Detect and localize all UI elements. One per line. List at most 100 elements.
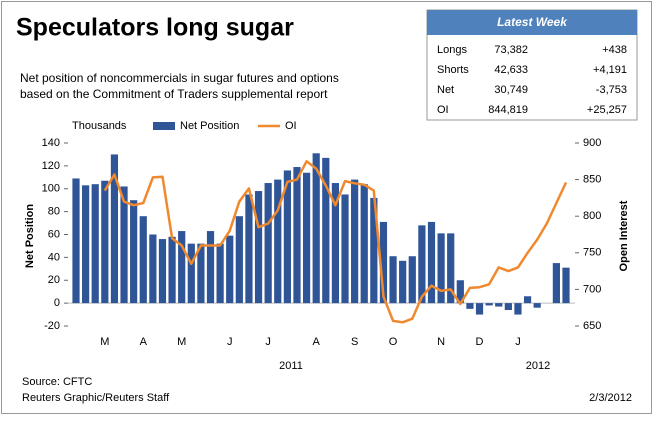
bar — [331, 183, 340, 304]
bar — [139, 216, 147, 304]
y-tick-label: 0 — [54, 297, 60, 309]
x-tick-label: M — [100, 336, 109, 348]
year-label: 2012 — [526, 360, 550, 372]
date: 2/3/2012 — [589, 392, 632, 404]
bar — [312, 153, 320, 304]
bar — [360, 184, 368, 304]
table-label: Longs — [437, 44, 467, 56]
table-change: +438 — [602, 44, 627, 56]
legend-label: OI — [285, 120, 297, 132]
y-tick-label: 80 — [48, 206, 60, 218]
subtitle: Net position of noncommercials in sugar … — [20, 71, 339, 85]
y-tick-label: 60 — [48, 228, 60, 240]
table-label: OI — [437, 104, 449, 116]
bar — [389, 256, 397, 304]
x-tick-label: D — [476, 336, 484, 348]
x-tick-label: N — [437, 336, 445, 348]
bar — [274, 179, 282, 304]
bar — [408, 256, 416, 304]
bar — [427, 221, 436, 304]
bar — [485, 303, 493, 306]
y-tick-label: 20 — [48, 274, 60, 286]
subtitle: based on the Commitment of Traders suppl… — [20, 87, 328, 101]
bar — [226, 235, 234, 304]
bar — [293, 167, 301, 304]
bar — [283, 170, 291, 304]
bar — [168, 236, 176, 304]
x-tick-label: A — [140, 336, 148, 348]
bar — [379, 221, 388, 304]
x-tick-label: S — [351, 336, 358, 348]
bar — [456, 280, 464, 304]
bar — [101, 180, 109, 304]
bar — [187, 243, 195, 304]
table-value: 42,633 — [494, 64, 528, 76]
x-tick-label: J — [515, 336, 521, 348]
latest-week-table: Latest Week — [426, 9, 638, 121]
chart-title: Speculators long sugar — [16, 14, 294, 42]
bar — [523, 296, 532, 304]
x-tick-label: O — [389, 336, 398, 348]
bar — [418, 225, 426, 304]
bar — [82, 185, 90, 304]
unit-label: Thousands — [72, 120, 127, 132]
table-change: +25,257 — [587, 104, 627, 116]
table-change: -3,753 — [596, 84, 627, 96]
bar — [264, 183, 272, 304]
y-tick-label: 120 — [42, 160, 60, 172]
bar — [216, 243, 224, 304]
bar — [235, 216, 243, 304]
bar — [562, 267, 570, 304]
bar — [322, 157, 330, 304]
legend-swatch — [153, 122, 175, 130]
y2-tick-label: 850 — [583, 174, 601, 186]
table-label: Shorts — [437, 64, 469, 76]
table-value: 30,749 — [494, 84, 528, 96]
table-value: 73,382 — [494, 44, 528, 56]
y2-tick-label: 800 — [583, 210, 601, 222]
y-tick-label: -20 — [44, 320, 60, 332]
source: Source: CFTC — [22, 376, 92, 388]
y-tick-label: 40 — [48, 251, 60, 263]
legend-label: Net Position — [180, 120, 239, 132]
bar — [514, 303, 522, 315]
table-label: Net — [437, 84, 454, 96]
bar — [120, 186, 128, 304]
bar — [341, 194, 349, 304]
bar — [466, 303, 474, 309]
credit: Reuters Graphic/Reuters Staff — [22, 392, 170, 404]
bar — [197, 243, 205, 304]
bar — [72, 178, 80, 304]
y-tick-label: 100 — [42, 183, 60, 195]
bar — [245, 194, 253, 304]
y-tick-label: 140 — [42, 137, 60, 149]
bar — [504, 303, 512, 310]
x-tick-label: J — [265, 336, 271, 348]
table-header — [427, 10, 637, 35]
y2-axis-title: Open Interest — [618, 200, 630, 271]
bar — [302, 172, 311, 304]
bar — [447, 233, 455, 304]
x-tick-label: M — [177, 336, 186, 348]
bar — [178, 231, 186, 304]
y-axis-title: Net Position — [24, 204, 36, 268]
x-tick-label: J — [227, 336, 233, 348]
year-label: 2011 — [279, 360, 303, 372]
bar — [552, 263, 560, 304]
bar — [437, 233, 445, 304]
bar — [254, 191, 263, 304]
y2-tick-label: 900 — [583, 137, 601, 149]
y2-tick-label: 650 — [583, 320, 601, 332]
bar — [370, 197, 378, 304]
table-title: Latest Week — [497, 15, 568, 29]
x-tick-label: A — [313, 336, 321, 348]
bar — [130, 200, 138, 304]
bar — [149, 234, 157, 304]
y2-tick-label: 750 — [583, 247, 601, 259]
bar — [110, 154, 119, 304]
bar — [495, 303, 503, 307]
table-value: 844,819 — [488, 104, 528, 116]
bar — [533, 303, 541, 308]
bar — [91, 184, 99, 304]
